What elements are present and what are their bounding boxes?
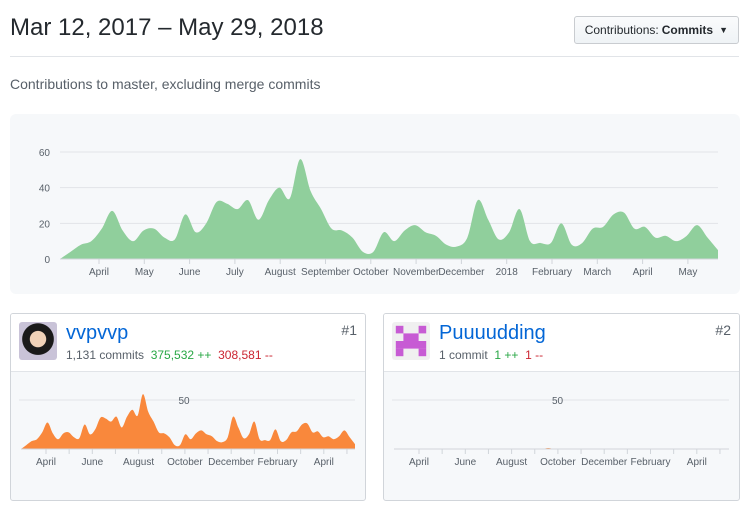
date-range-title: Mar 12, 2017 – May 29, 2018 [10,14,324,41]
x-tick-label: July [226,267,244,278]
dropdown-value: Commits [661,23,714,37]
x-tick-label: August [265,267,296,278]
deletions: 1 -- [525,348,544,362]
y-tick-label: 20 [39,219,51,230]
x-tick-label: November [393,267,440,278]
x-tick-label: October [353,267,389,278]
area-series [21,394,355,449]
x-tick-label: 2018 [496,267,519,278]
x-tick-label: May [135,267,154,278]
area-series [60,159,718,259]
x-tick-label: February [630,457,670,468]
contributor-chart-svg: 50 April June August October December February… [392,396,729,468]
y-tick-label: 50 [178,396,190,407]
x-tick-label: June [454,457,476,468]
avatar[interactable] [19,322,57,360]
caret-down-icon: ▼ [719,25,728,35]
commit-count: 1,131 commits [66,348,145,362]
y-tick-label: 40 [39,184,51,195]
main-contributions-chart: 0 20 40 60 April May June July August September Oc… [10,114,740,294]
x-tick-label: October [540,457,576,468]
deletions: 308,581 -- [218,348,273,362]
x-tick-label: April [314,457,334,468]
contributor-name-link[interactable]: vvpvvp [66,322,129,344]
x-tick-label: February [532,267,572,278]
x-tick-label: December [438,267,485,278]
contributor-name-link[interactable]: Puuuudding [439,322,546,344]
contributor-card: vvpvvp 1,131 commits 375,532 ++ 308,581 … [10,313,366,501]
x-tick-label: April [409,457,429,468]
x-tick-label: April [633,267,653,278]
x-tick-label: August [496,457,527,468]
x-tick-label: December [208,457,255,468]
commit-count: 1 commit [439,348,488,362]
additions: 1 ++ [494,348,519,362]
x-tick-label: June [81,457,103,468]
rank: #2 [715,322,731,338]
x-tick-label: August [123,457,154,468]
contributor-chart-svg: 50 April June August October December February… [19,394,355,468]
x-tick-label: March [583,267,611,278]
additions: 375,532 ++ [150,348,212,362]
main-chart-svg: 0 20 40 60 April May June July August September Oc… [39,148,718,278]
y-tick-label: 60 [39,148,51,159]
contributions-type-dropdown[interactable]: Contributions: Commits ▼ [573,16,739,44]
x-tick-label: May [678,267,697,278]
x-tick-label: February [257,457,297,468]
x-tick-label: October [167,457,203,468]
x-tick-label: June [179,267,201,278]
subtitle: Contributions to master, excluding merge… [10,76,321,92]
divider [10,56,739,57]
contributor-card: Puuuudding 1 commit 1 ++ 1 -- #2 50 April… [383,313,740,501]
x-tick-label: April [687,457,707,468]
avatar[interactable] [392,322,430,360]
dropdown-label: Contributions: [584,23,659,37]
x-tick-label: April [36,457,56,468]
rank: #1 [341,322,357,338]
y-tick-label: 50 [552,396,564,407]
x-tick-label: September [301,267,351,278]
x-tick-label: April [89,267,109,278]
x-tick-label: December [581,457,628,468]
y-tick-label: 0 [44,255,50,266]
